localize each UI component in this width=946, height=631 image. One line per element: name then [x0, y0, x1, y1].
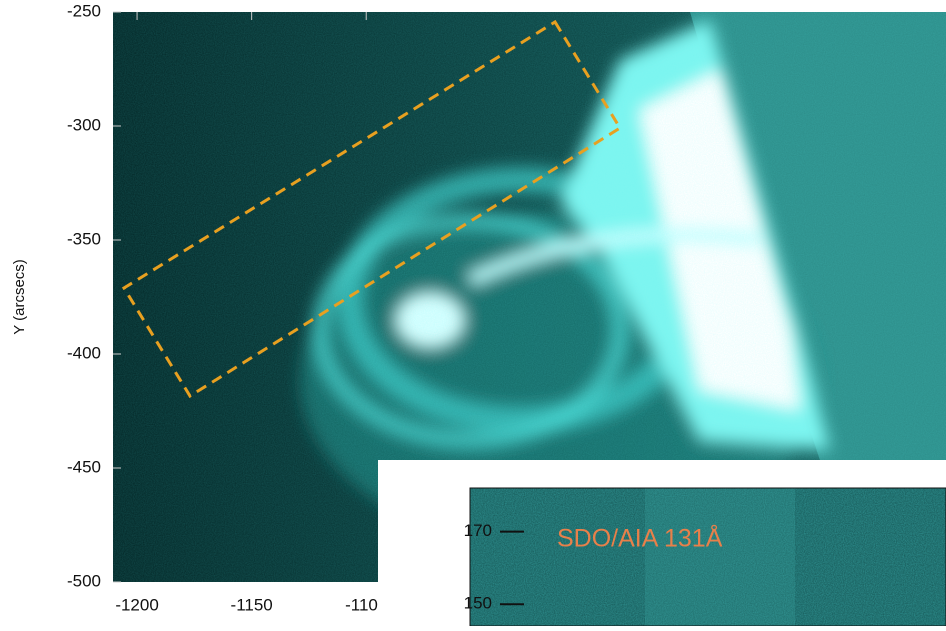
y-tick-label: -450	[67, 457, 101, 476]
y-tick-label: -400	[67, 343, 101, 362]
inset-y-tick-label: 170	[464, 521, 492, 540]
x-tick-label: -1200	[115, 595, 158, 614]
y-tick-label: -350	[67, 229, 101, 248]
x-tick-label: -1150	[231, 595, 273, 614]
y-tick-label: -300	[67, 115, 101, 134]
y-axis-label: Y (arcsecs)	[11, 259, 28, 335]
y-tick-label: -500	[67, 571, 101, 590]
inset-label: SDO/AIA 131Å	[557, 523, 723, 553]
figure: Y (arcsecs) -250 -300 -350 -400 -450 -500 -120…	[0, 0, 946, 626]
inset-y-tick-label: 150	[464, 594, 492, 613]
inset: 170 150 SDO/AIA 131Å	[378, 460, 946, 626]
y-tick-label: -250	[67, 1, 101, 20]
